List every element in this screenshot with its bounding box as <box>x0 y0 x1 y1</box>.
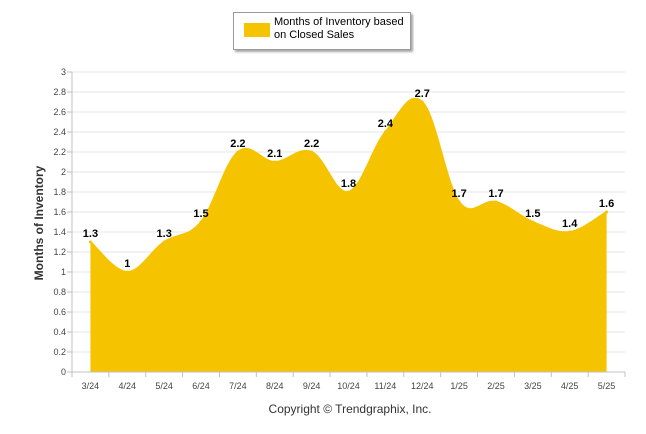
legend-swatch <box>244 23 270 37</box>
y-tick-label: 0.2 <box>53 347 66 357</box>
axes: 0 0.2 0.4 0.6 0.8 1 1.2 1.4 1.6 1.8 2 2.2 2.4 2.6 2.8 3… <box>53 67 626 391</box>
data-label: 1.3 <box>157 228 172 240</box>
data-label: 1 <box>124 258 130 270</box>
data-label: 1.8 <box>341 178 356 190</box>
y-tick-label: 0.6 <box>53 307 66 317</box>
data-point <box>162 240 166 244</box>
y-tick-label: 2.6 <box>53 107 66 117</box>
x-tick-label: 9/24 <box>303 381 321 391</box>
data-point <box>531 220 535 224</box>
legend-label: Months of Inventory based on Closed Sale… <box>274 16 404 41</box>
data-label: 2.7 <box>415 88 430 100</box>
x-tick-label: 8/24 <box>266 381 284 391</box>
data-label: 2.1 <box>267 148 282 160</box>
data-label: 1.5 <box>193 208 208 220</box>
y-tick-label: 1.2 <box>53 247 66 257</box>
x-tick-label: 4/25 <box>561 381 579 391</box>
data-point <box>199 220 203 224</box>
data-point <box>457 200 461 204</box>
data-label: 1.6 <box>599 198 614 210</box>
y-tick-label: 2.2 <box>53 147 66 157</box>
x-tick-label: 10/24 <box>337 381 360 391</box>
y-tick-label: 2.4 <box>53 127 66 137</box>
data-point <box>273 160 277 164</box>
data-point <box>383 130 387 134</box>
data-label: 1.5 <box>525 208 540 220</box>
area-fill <box>90 98 607 372</box>
data-label: 1.7 <box>488 188 503 200</box>
copyright-footer: Copyright © Trendgraphix, Inc. <box>268 402 432 416</box>
x-tick-label: 5/24 <box>155 381 173 391</box>
data-label: 1.4 <box>562 218 578 230</box>
y-tick-label: 1.8 <box>53 187 66 197</box>
data-point <box>125 270 129 274</box>
data-label: 1.7 <box>451 188 466 200</box>
data-labels: 1.3 1 1.3 1.5 2.2 2.1 2.2 1.8 2.4 2.7 1.7 1.7 1.5 1.4… <box>83 88 614 270</box>
x-tick-label: 6/24 <box>192 381 210 391</box>
data-point <box>88 240 92 244</box>
x-tick-label: 3/24 <box>82 381 100 391</box>
x-tick-label: 11/24 <box>374 381 396 391</box>
data-point <box>236 150 240 154</box>
data-label: 2.4 <box>378 118 394 130</box>
y-tick-label: 0 <box>61 367 66 377</box>
y-tick-label: 2.8 <box>53 87 66 97</box>
x-tick-label: 4/24 <box>119 381 137 391</box>
data-label: 1.3 <box>83 228 98 240</box>
y-tick-label: 1.4 <box>53 227 66 237</box>
data-point <box>494 200 498 204</box>
legend: Months of Inventory based on Closed Sale… <box>233 12 411 50</box>
x-tick-label: 2/25 <box>487 381 505 391</box>
data-point <box>347 190 350 194</box>
y-tick-label: 1 <box>61 267 66 277</box>
data-point <box>310 150 314 154</box>
y-tick-label: 0.8 <box>53 287 66 297</box>
data-point <box>568 230 572 234</box>
x-tick-label: 1/25 <box>450 381 468 391</box>
data-point <box>420 100 424 104</box>
x-tick-label: 3/25 <box>524 381 542 391</box>
data-label: 2.2 <box>230 138 245 150</box>
x-tick-label: 5/25 <box>598 381 616 391</box>
y-tick-label: 2 <box>61 167 66 177</box>
data-label: 2.2 <box>304 138 319 150</box>
data-point <box>605 210 609 214</box>
x-tick-label: 7/24 <box>229 381 247 391</box>
y-axis-title: Months of Inventory <box>32 165 46 280</box>
area-series <box>88 97 609 372</box>
y-tick-label: 3 <box>61 67 66 77</box>
y-tick-label: 1.6 <box>53 207 66 217</box>
y-tick-label: 0.4 <box>53 327 66 337</box>
x-tick-label: 12/24 <box>411 381 434 391</box>
